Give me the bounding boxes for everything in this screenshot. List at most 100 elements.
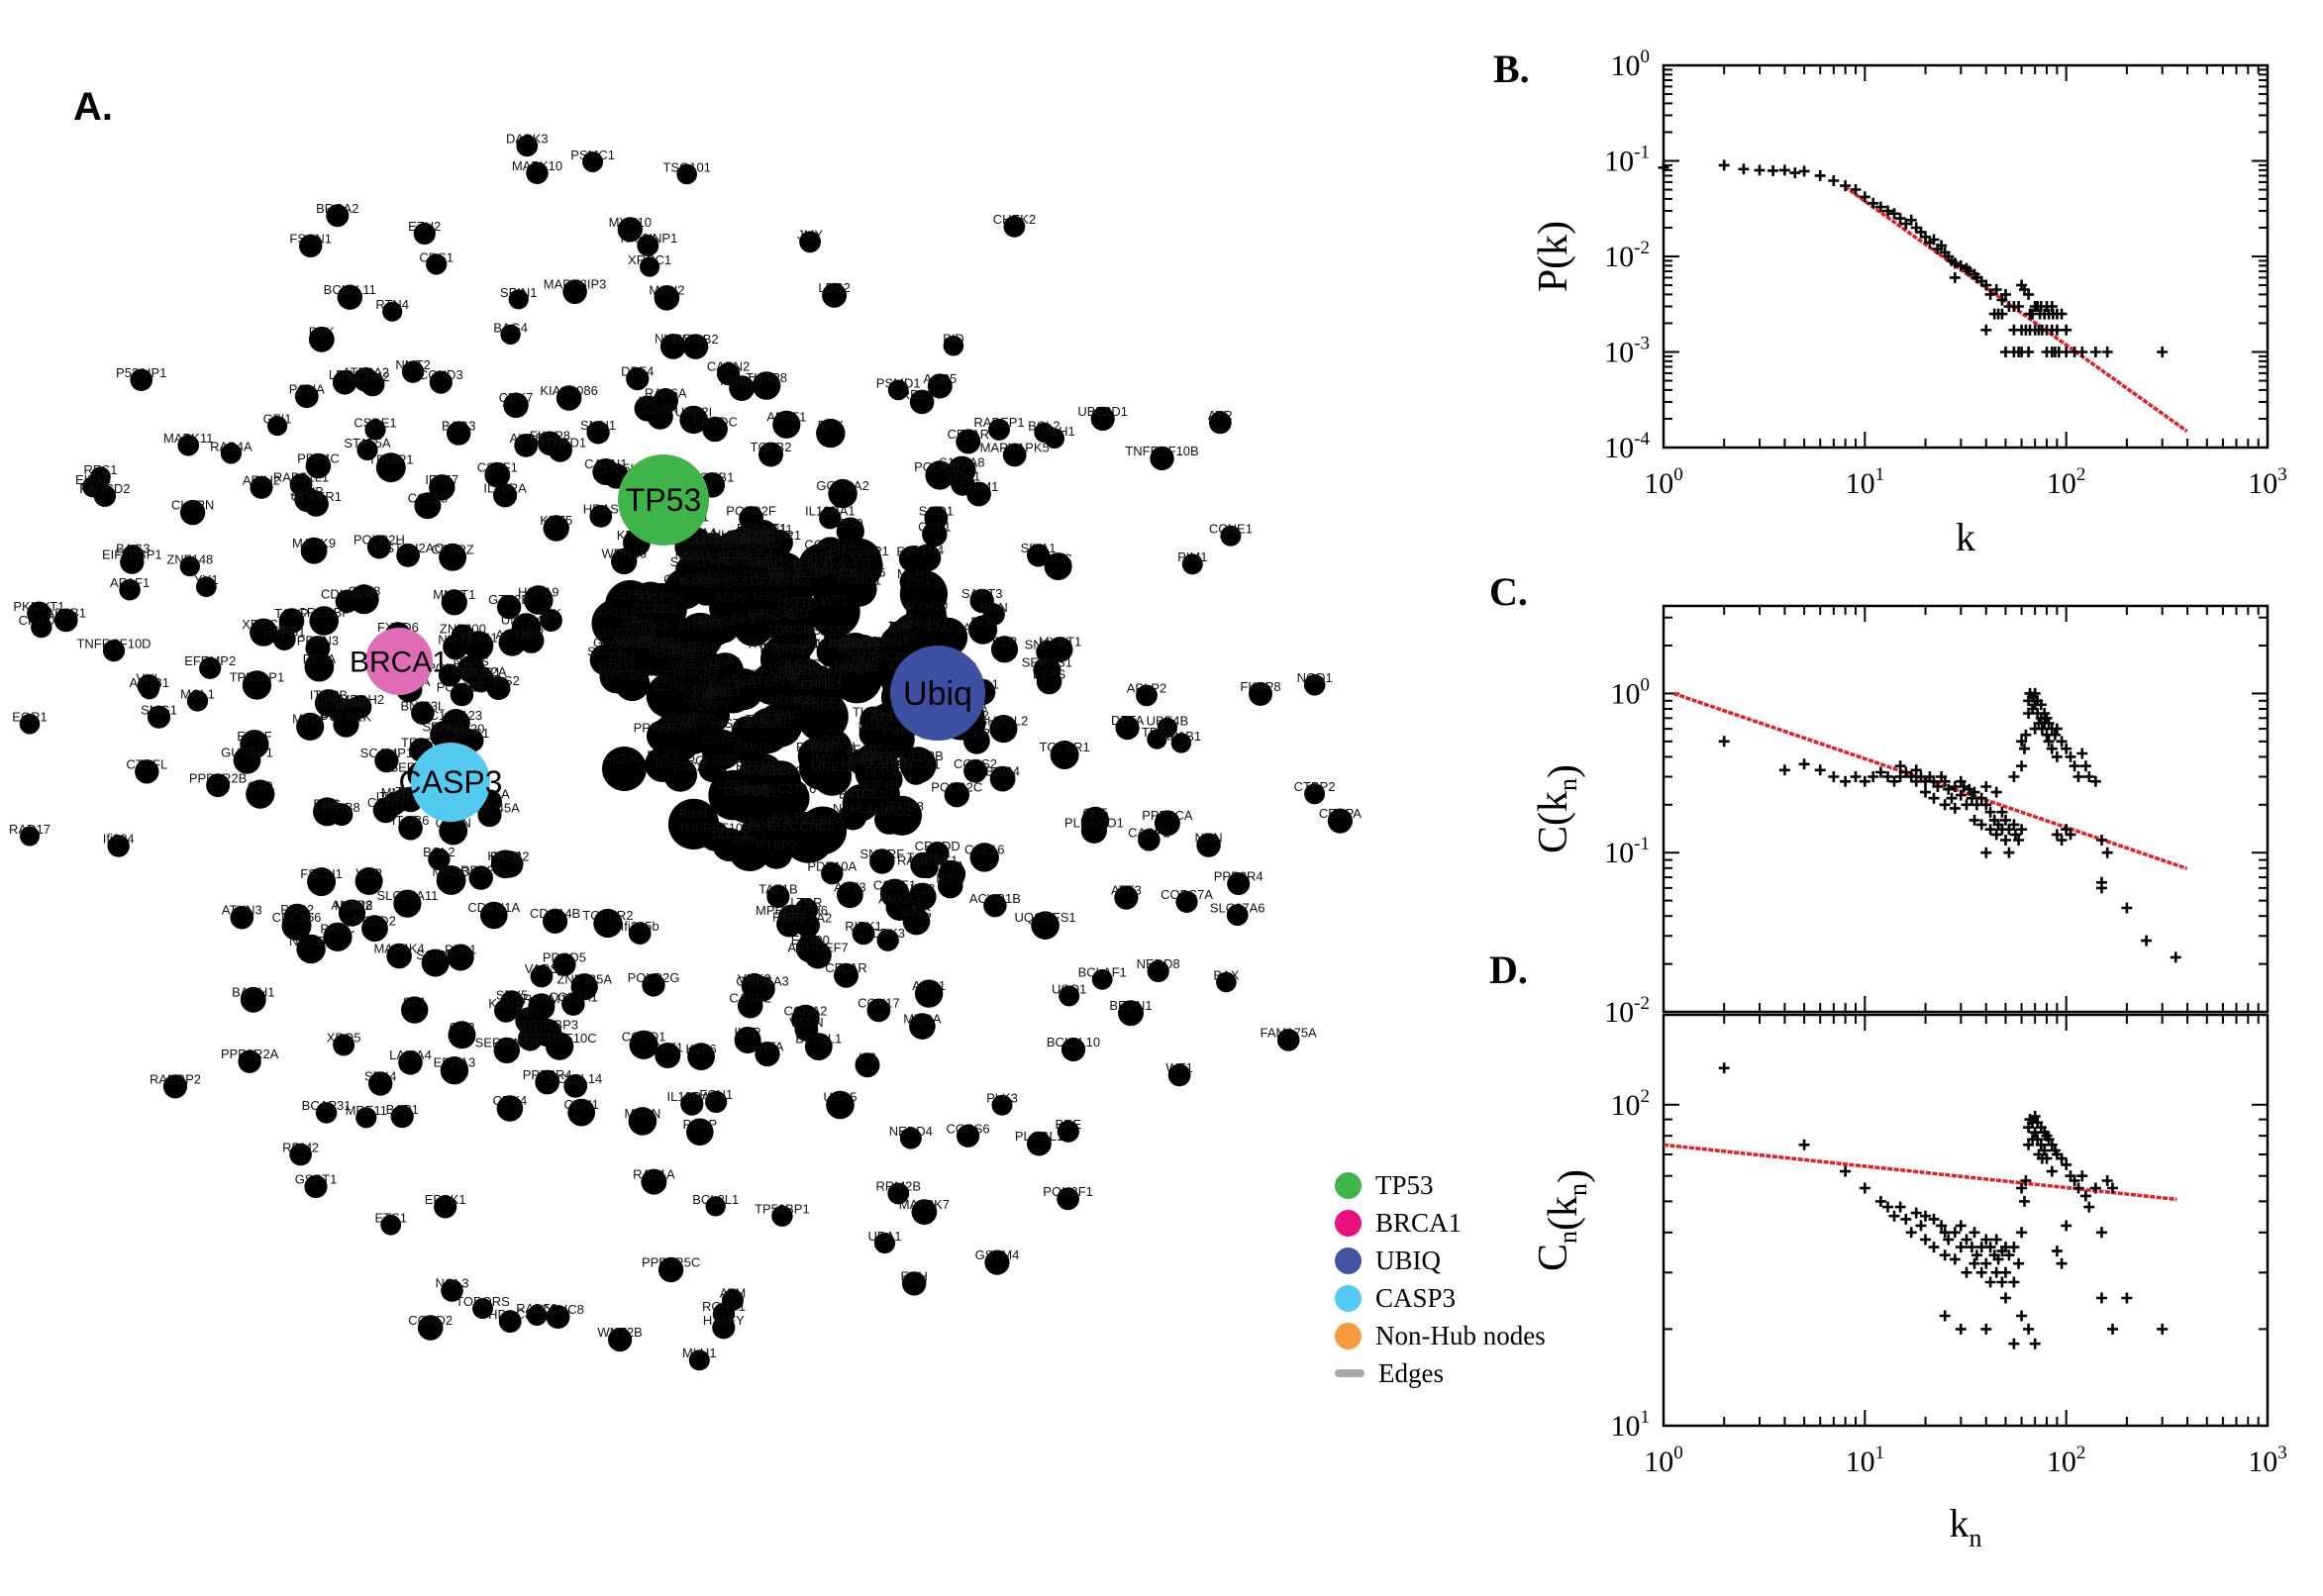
legend-label: CASP3 — [1375, 1282, 1457, 1313]
svg-text:RNF144B: RNF144B — [712, 530, 768, 545]
svg-text:VHL: VHL — [749, 556, 773, 571]
svg-text:POLR2G: POLR2G — [628, 970, 680, 985]
svg-text:RBBP7: RBBP7 — [906, 613, 949, 628]
legend-label: UBIQ — [1375, 1245, 1441, 1275]
svg-text:NDN: NDN — [806, 737, 834, 751]
svg-text:BCL2L11: BCL2L11 — [324, 282, 376, 297]
svg-text:XRCC6: XRCC6 — [242, 617, 285, 632]
svg-text:10-1: 10-1 — [1604, 834, 1650, 869]
svg-text:MSH2: MSH2 — [649, 283, 684, 298]
svg-text:PLEKHO1: PLEKHO1 — [1064, 816, 1124, 831]
svg-text:PSMC1: PSMC1 — [570, 148, 615, 162]
axis-ticks — [1663, 64, 2269, 449]
scatter-points — [1658, 159, 2169, 357]
svg-text:PPP2R4: PPP2R4 — [523, 1067, 572, 1082]
svg-text:MPHOSPH6: MPHOSPH6 — [756, 903, 828, 918]
svg-text:RAD17: RAD17 — [796, 740, 838, 754]
svg-text:BNIP3L: BNIP3L — [400, 698, 445, 713]
svg-text:BCLAF1: BCLAF1 — [1078, 965, 1127, 980]
svg-text:CDK3: CDK3 — [907, 576, 942, 591]
svg-text:SMG1: SMG1 — [141, 702, 177, 717]
svg-text:DAPK3: DAPK3 — [626, 618, 668, 633]
svg-text:BLK: BLK — [970, 614, 995, 629]
svg-text:CCNE1: CCNE1 — [1209, 522, 1253, 537]
svg-text:Ifi205b: Ifi205b — [621, 919, 659, 934]
svg-text:VRK2: VRK2 — [738, 971, 771, 986]
svg-text:CHEK2: CHEK2 — [993, 212, 1036, 227]
svg-text:CDKN1A: CDKN1A — [467, 900, 520, 915]
svg-text:RABEP1: RABEP1 — [794, 695, 845, 710]
svg-text:PCNA: PCNA — [289, 381, 325, 396]
svg-text:MAPK9: MAPK9 — [292, 536, 336, 550]
svg-text:POU2F1: POU2F1 — [737, 521, 787, 536]
svg-text:FSCN1: FSCN1 — [300, 866, 343, 881]
svg-text:S100B: S100B — [416, 948, 454, 962]
svg-text:BCL2L14: BCL2L14 — [549, 1071, 602, 1086]
svg-text:CHEK2: CHEK2 — [653, 646, 695, 660]
svg-text:MNDA: MNDA — [698, 616, 737, 631]
svg-text:FAM175A: FAM175A — [1261, 1026, 1317, 1041]
svg-text:MAPK10: MAPK10 — [889, 619, 940, 634]
svg-text:MRE11: MRE11 — [346, 1103, 387, 1118]
svg-text:AP1B1: AP1B1 — [1162, 729, 1201, 744]
svg-text:ZNF300: ZNF300 — [440, 621, 486, 636]
svg-text:RTN4: RTN4 — [375, 297, 409, 312]
svg-text:C4R: C4R — [248, 778, 273, 793]
svg-text:LAMA4: LAMA4 — [389, 1047, 432, 1062]
svg-text:SART3: SART3 — [961, 586, 1003, 601]
svg-text:LTBR: LTBR — [790, 895, 822, 910]
svg-text:CSDE1: CSDE1 — [873, 878, 916, 893]
scatter-points — [1718, 687, 2181, 963]
svg-text:PRTN3: PRTN3 — [297, 634, 339, 648]
svg-text:IL9R: IL9R — [734, 1025, 760, 1040]
svg-text:TFAP2C: TFAP2C — [845, 743, 893, 757]
svg-text:CDK2: CDK2 — [733, 833, 767, 848]
svg-text:BIK: BIK — [541, 606, 561, 621]
legend-label: BRCA1 — [1375, 1207, 1463, 1238]
fit-line — [1663, 1143, 2177, 1202]
svg-text:CEBPZ: CEBPZ — [683, 690, 726, 705]
svg-text:NP: NP — [639, 393, 656, 408]
svg-text:BFAR: BFAR — [334, 696, 367, 711]
legend-item-brca1: BRCA1 — [1335, 1204, 1546, 1242]
svg-text:POLR2C: POLR2C — [931, 780, 982, 795]
svg-text:TSG101: TSG101 — [662, 159, 710, 174]
svg-text:CASP2: CASP2 — [729, 990, 771, 1005]
svg-text:ARHGEF7: ARHGEF7 — [787, 940, 848, 954]
svg-text:TP53INP1: TP53INP1 — [618, 231, 677, 246]
svg-text:VHL: VHL — [137, 671, 161, 686]
svg-text:CLSPN: CLSPN — [732, 610, 774, 625]
svg-text:SF1: SF1 — [403, 995, 427, 1010]
svg-text:APLP2: APLP2 — [770, 810, 810, 825]
panel-b-label: B. — [1493, 47, 1530, 91]
svg-text:CREBBP: CREBBP — [297, 605, 350, 620]
svg-text:ITM2B: ITM2B — [310, 688, 348, 703]
svg-text:SPIN1: SPIN1 — [670, 554, 708, 569]
hub-node-brca1 — [365, 628, 433, 695]
svg-text:CTCFL: CTCFL — [126, 756, 167, 771]
svg-text:RCHY1: RCHY1 — [702, 1299, 746, 1314]
svg-text:HMGB2: HMGB2 — [834, 659, 879, 674]
svg-text:IL6R: IL6R — [963, 726, 990, 741]
svg-text:IL18: IL18 — [910, 881, 935, 896]
svg-text:PFAS: PFAS — [1033, 666, 1066, 681]
svg-text:IL13RA1: IL13RA1 — [805, 503, 856, 518]
svg-text:103: 103 — [2248, 1443, 2287, 1478]
nonhub-dot-icon — [1335, 1322, 1362, 1349]
svg-text:BCAP31: BCAP31 — [302, 1098, 352, 1113]
svg-text:C1orf123: C1orf123 — [430, 708, 482, 723]
svg-text:HDAC8: HDAC8 — [488, 1307, 532, 1322]
svg-text:NTHL1: NTHL1 — [833, 801, 873, 816]
svg-text:RIPK1: RIPK1 — [845, 919, 882, 934]
svg-text:ACP5: ACP5 — [923, 371, 957, 386]
svg-text:FANCD2: FANCD2 — [665, 712, 716, 727]
svg-text:JUNB: JUNB — [290, 484, 324, 499]
svg-text:GMNN: GMNN — [744, 567, 783, 582]
svg-text:DCC: DCC — [1045, 551, 1072, 566]
svg-text:PRKDC: PRKDC — [692, 414, 738, 429]
svg-text:FSCN1: FSCN1 — [289, 231, 332, 246]
svg-text:PLAGL1: PLAGL1 — [1015, 1129, 1063, 1144]
svg-text:TP53BP1: TP53BP1 — [755, 1202, 810, 1217]
svg-text:S100A8: S100A8 — [939, 454, 984, 469]
